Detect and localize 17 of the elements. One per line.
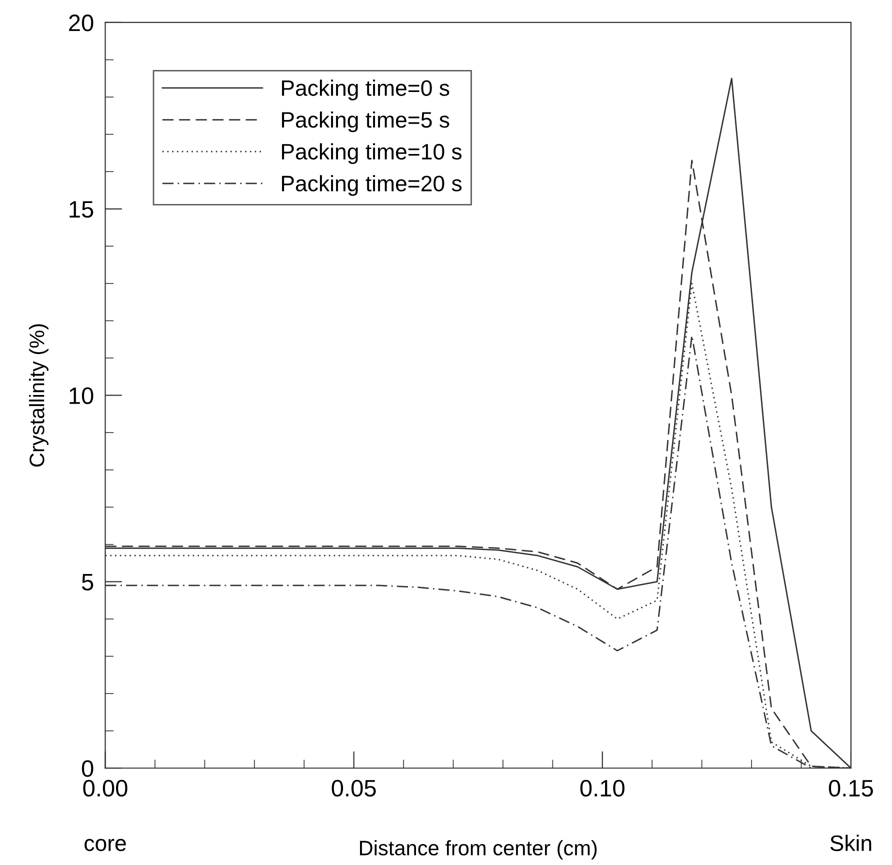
y-tick-label: 20 <box>69 14 94 32</box>
legend-label: Packing time=20 s <box>282 175 462 196</box>
y-tick-label: 15 <box>70 201 94 218</box>
y-axis-title: Crystallinity (%) <box>29 324 48 467</box>
text: core <box>84 838 126 852</box>
legend-label: Packing time=10 s <box>282 143 462 164</box>
x-tick-label: 0.05 <box>332 780 376 797</box>
y-tick-label: 10 <box>70 387 94 404</box>
legend-label: Packing time=0 s <box>282 80 450 100</box>
y-tick-label: 0 <box>82 760 94 777</box>
x-tick-label: 0.15 <box>828 780 873 797</box>
x-tick-label: 0.10 <box>580 780 624 797</box>
y-tick-label: 5 <box>82 574 94 590</box>
x-tick-label: 0.00 <box>83 780 128 797</box>
x-axis-title: Distance from center (cm) <box>360 840 597 860</box>
text: Skin <box>830 834 872 852</box>
legend-label: Packing time=5 s <box>282 111 450 132</box>
